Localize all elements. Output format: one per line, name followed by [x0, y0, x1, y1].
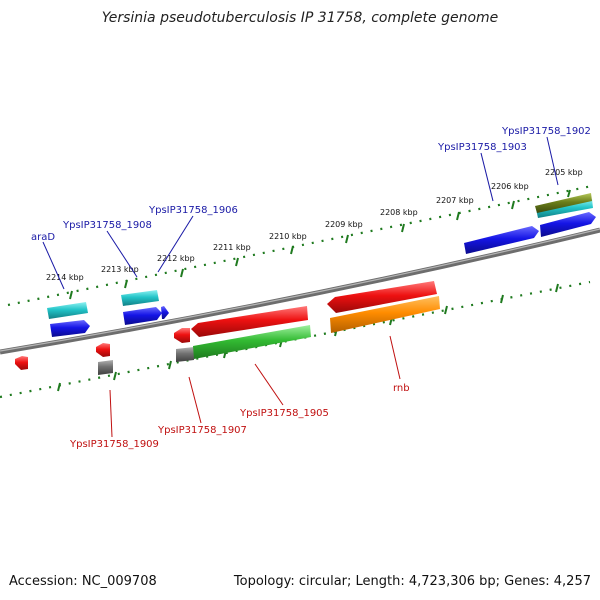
- ruler-label: 2213 kbp: [101, 265, 139, 274]
- ruler-label: 2211 kbp: [213, 243, 251, 252]
- gene-rnb-red[interactable]: [327, 281, 437, 313]
- leader-line-1908: [106, 230, 138, 278]
- leader-line-1906: [157, 215, 194, 273]
- genome-backbone: [0, 227, 600, 355]
- gene-label-1908: YpsIP31758_1908: [62, 220, 152, 231]
- gene-rnb-orange[interactable]: [330, 296, 440, 333]
- leader-line-1907: [188, 376, 202, 424]
- leader-line-1905: [254, 363, 284, 406]
- gene-red-small[interactable]: [96, 343, 110, 357]
- genome-backbone-highlight: [0, 228, 600, 352]
- gene-arad-cyan[interactable]: [47, 302, 88, 319]
- gene-1905-red[interactable]: [191, 306, 308, 337]
- gene-label-arad: araD: [31, 232, 55, 243]
- gene-label-1903: YpsIP31758_1903: [437, 142, 527, 153]
- leader-line-rnb: [389, 335, 401, 380]
- gene-label-1909: YpsIP31758_1909: [69, 439, 159, 450]
- ruler-label: 2208 kbp: [380, 208, 418, 217]
- ruler-major-ticks: [57, 189, 571, 392]
- gene-label-1902: YpsIP31758_1902: [501, 126, 591, 137]
- gene-1906-blue[interactable]: [161, 306, 169, 319]
- gene-label-1906: YpsIP31758_1906: [148, 205, 238, 216]
- genome-summary-text: Topology: circular; Length: 4,723,306 bp…: [233, 574, 591, 589]
- gene-label-1907: YpsIP31758_1907: [157, 425, 247, 436]
- gene-1902-blue[interactable]: [540, 212, 596, 237]
- ruler-label: 2210 kbp: [269, 232, 307, 241]
- gene-1903-blue[interactable]: [464, 226, 539, 254]
- gene-label-1905: YpsIP31758_1905: [239, 408, 329, 419]
- ruler-label: 2205 kbp: [545, 168, 583, 177]
- gene-1902-olive[interactable]: [535, 193, 592, 213]
- gene-arad-blue[interactable]: [50, 320, 90, 337]
- ruler-top: [7, 184, 593, 307]
- ruler-label: 2209 kbp: [325, 220, 363, 229]
- leader-line-1903: [480, 152, 494, 202]
- gene-1908-blue[interactable]: [123, 307, 162, 325]
- gene-1909-gray[interactable]: [98, 360, 113, 375]
- gene-1908-cyan[interactable]: [121, 290, 159, 306]
- gene-1905-green[interactable]: [193, 325, 311, 359]
- ruler-label: 2212 kbp: [157, 254, 195, 263]
- accession-text: Accession: NC_009708: [9, 574, 157, 589]
- genome-map-title: Yersinia pseudotuberculosis IP 31758, co…: [101, 10, 499, 26]
- leader-line-arad: [42, 241, 65, 290]
- leader-line-1902: [546, 136, 559, 186]
- leader-line-1909: [109, 389, 113, 438]
- gene-1907-gray[interactable]: [176, 347, 194, 362]
- gene-label-rnb: rnb: [393, 383, 410, 394]
- ruler-label: 2206 kbp: [491, 182, 529, 191]
- gene-1907-red[interactable]: [174, 328, 190, 343]
- gene-red-left[interactable]: [15, 356, 28, 370]
- ruler-label: 2214 kbp: [46, 273, 84, 282]
- ruler-label: 2207 kbp: [436, 196, 474, 205]
